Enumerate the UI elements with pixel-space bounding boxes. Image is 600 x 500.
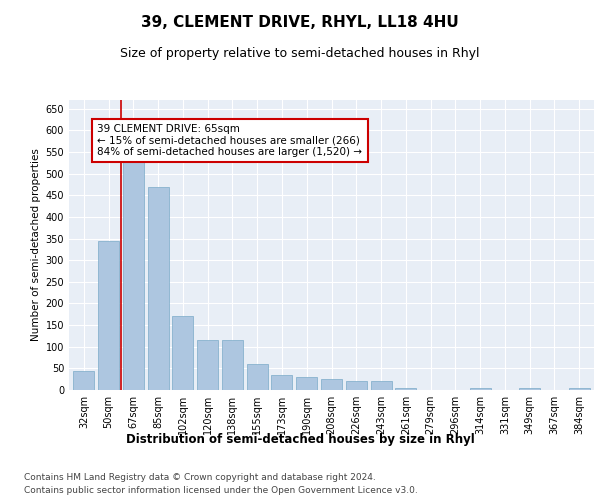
Bar — [172, 316, 193, 390]
Bar — [569, 388, 590, 390]
Text: Size of property relative to semi-detached houses in Rhyl: Size of property relative to semi-detach… — [120, 48, 480, 60]
Bar — [519, 388, 540, 390]
Bar — [470, 388, 491, 390]
Text: Contains public sector information licensed under the Open Government Licence v3: Contains public sector information licen… — [24, 486, 418, 495]
Text: 39 CLEMENT DRIVE: 65sqm
← 15% of semi-detached houses are smaller (266)
84% of s: 39 CLEMENT DRIVE: 65sqm ← 15% of semi-de… — [97, 124, 362, 157]
Y-axis label: Number of semi-detached properties: Number of semi-detached properties — [31, 148, 41, 342]
Text: 39, CLEMENT DRIVE, RHYL, LL18 4HU: 39, CLEMENT DRIVE, RHYL, LL18 4HU — [141, 15, 459, 30]
Bar — [321, 379, 342, 390]
Bar — [371, 382, 392, 390]
Bar — [222, 340, 243, 390]
Bar — [395, 388, 416, 390]
Text: Distribution of semi-detached houses by size in Rhyl: Distribution of semi-detached houses by … — [125, 432, 475, 446]
Bar — [296, 377, 317, 390]
Bar — [197, 340, 218, 390]
Bar — [98, 240, 119, 390]
Bar — [247, 364, 268, 390]
Bar — [73, 370, 94, 390]
Bar — [148, 186, 169, 390]
Bar — [346, 382, 367, 390]
Bar — [271, 375, 292, 390]
Text: Contains HM Land Registry data © Crown copyright and database right 2024.: Contains HM Land Registry data © Crown c… — [24, 472, 376, 482]
Bar — [123, 158, 144, 390]
